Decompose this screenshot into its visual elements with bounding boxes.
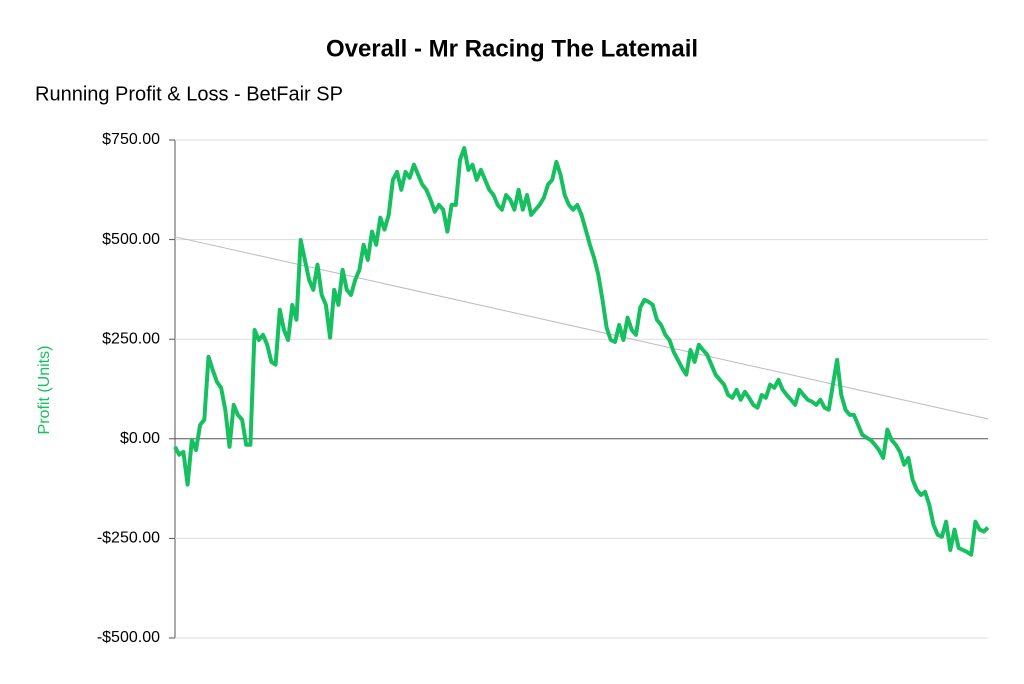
y-tick-label: $750.00 <box>102 131 160 148</box>
y-tick-label: $0.00 <box>120 430 160 447</box>
chart-title: Overall - Mr Racing The Latemail <box>326 35 698 62</box>
trend-line <box>174 236 989 420</box>
profit-line <box>173 146 990 557</box>
y-tick-label: -$500.00 <box>97 629 160 646</box>
y-tick-label: -$250.00 <box>97 530 160 547</box>
y-axis-label: Profit (Units) <box>36 346 53 435</box>
chart-subtitle: Running Profit & Loss - BetFair SP <box>35 83 343 105</box>
y-tick-label: $500.00 <box>102 231 160 248</box>
y-tick-label: $250.00 <box>102 330 160 347</box>
